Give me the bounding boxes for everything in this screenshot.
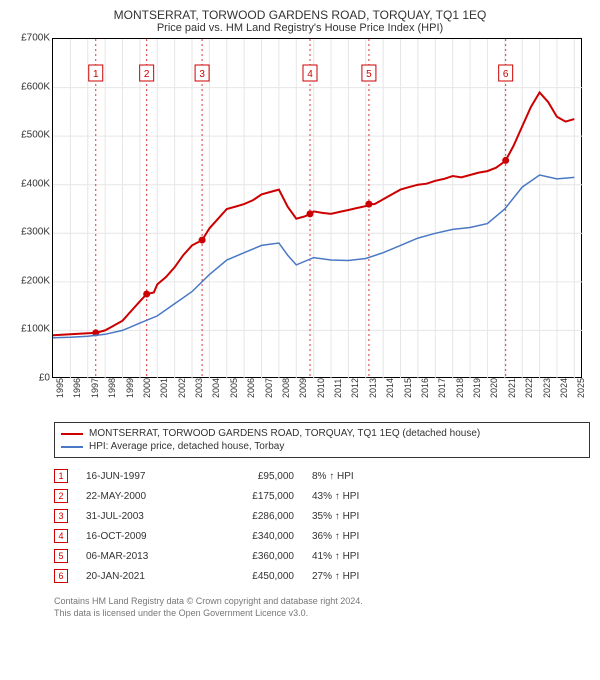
chart-title: MONTSERRAT, TORWOOD GARDENS ROAD, TORQUA…	[10, 8, 590, 22]
sale-price: £95,000	[214, 471, 294, 482]
sale-diff: 43% ↑ HPI	[312, 491, 402, 502]
sales-row: 2 22-MAY-2000 £175,000 43% ↑ HPI	[54, 486, 590, 506]
sale-diff: 36% ↑ HPI	[312, 531, 402, 542]
legend-label: HPI: Average price, detached house, Torb…	[89, 441, 284, 452]
legend-swatch	[61, 446, 83, 448]
x-tick-label: 2003	[194, 378, 204, 398]
sale-marker-box: 5	[54, 549, 68, 563]
sale-marker-box: 2	[54, 489, 68, 503]
x-tick-label: 2023	[542, 378, 552, 398]
sale-price: £340,000	[214, 531, 294, 542]
x-tick-label: 2000	[142, 378, 152, 398]
x-tick-label: 2009	[298, 378, 308, 398]
svg-text:4: 4	[307, 69, 313, 80]
x-tick-label: 1996	[72, 378, 82, 398]
sale-marker-box: 3	[54, 509, 68, 523]
y-tick-label: £700K	[21, 33, 50, 44]
svg-text:1: 1	[93, 69, 99, 80]
x-tick-label: 2012	[350, 378, 360, 398]
y-axis-labels: £0£100K£200K£300K£400K£500K£600K£700K	[10, 38, 52, 378]
sales-row: 1 16-JUN-1997 £95,000 8% ↑ HPI	[54, 466, 590, 486]
plot-area: 1 2 3 4 5 6	[52, 38, 582, 378]
svg-text:2: 2	[144, 69, 150, 80]
footnote-line-2: This data is licensed under the Open Gov…	[54, 608, 590, 620]
sale-marker-box: 4	[54, 529, 68, 543]
y-tick-label: £300K	[21, 227, 50, 238]
sale-diff: 35% ↑ HPI	[312, 511, 402, 522]
chart-area: £0£100K£200K£300K£400K£500K£600K£700K 12…	[10, 38, 590, 418]
x-tick-label: 2019	[472, 378, 482, 398]
sale-price: £450,000	[214, 571, 294, 582]
legend-item: MONTSERRAT, TORWOOD GARDENS ROAD, TORQUA…	[61, 427, 583, 440]
sale-diff: 27% ↑ HPI	[312, 571, 402, 582]
x-tick-label: 2008	[281, 378, 291, 398]
x-tick-label: 2016	[420, 378, 430, 398]
legend-swatch	[61, 433, 83, 435]
x-tick-label: 2021	[507, 378, 517, 398]
x-tick-label: 2001	[159, 378, 169, 398]
y-tick-label: £400K	[21, 178, 50, 189]
x-tick-label: 2010	[316, 378, 326, 398]
sale-price: £286,000	[214, 511, 294, 522]
y-tick-label: £600K	[21, 81, 50, 92]
x-tick-label: 2022	[524, 378, 534, 398]
sales-row: 6 20-JAN-2021 £450,000 27% ↑ HPI	[54, 566, 590, 586]
sale-marker-box: 1	[54, 469, 68, 483]
x-tick-label: 2006	[246, 378, 256, 398]
svg-text:5: 5	[366, 69, 372, 80]
sale-date: 06-MAR-2013	[86, 551, 196, 562]
x-tick-label: 2005	[229, 378, 239, 398]
x-tick-label: 2025	[576, 378, 586, 398]
sales-row: 4 16-OCT-2009 £340,000 36% ↑ HPI	[54, 526, 590, 546]
x-tick-label: 2014	[385, 378, 395, 398]
y-tick-label: £0	[39, 373, 50, 384]
x-tick-label: 1995	[55, 378, 65, 398]
x-tick-label: 2011	[333, 379, 343, 398]
sale-date: 20-JAN-2021	[86, 571, 196, 582]
sales-row: 5 06-MAR-2013 £360,000 41% ↑ HPI	[54, 546, 590, 566]
y-tick-label: £100K	[21, 324, 50, 335]
sale-price: £360,000	[214, 551, 294, 562]
y-tick-label: £500K	[21, 130, 50, 141]
x-tick-label: 2018	[455, 378, 465, 398]
x-axis-labels: 1995 1996 1997 1998 1999 2000 2001 2002 2003 2004…	[52, 380, 582, 418]
x-tick-label: 2017	[437, 378, 447, 398]
x-tick-label: 2015	[403, 378, 413, 398]
chart-subtitle: Price paid vs. HM Land Registry's House …	[10, 22, 590, 34]
x-tick-label: 2013	[368, 378, 378, 398]
x-tick-label: 1997	[90, 378, 100, 398]
x-tick-label: 2024	[559, 378, 569, 398]
footnote: Contains HM Land Registry data © Crown c…	[54, 596, 590, 619]
x-tick-label: 1998	[107, 378, 117, 398]
footnote-line-1: Contains HM Land Registry data © Crown c…	[54, 596, 590, 608]
chart-svg: 1 2 3 4 5 6	[53, 39, 583, 379]
sale-diff: 8% ↑ HPI	[312, 471, 402, 482]
x-tick-label: 2007	[264, 378, 274, 398]
x-tick-label: 2004	[211, 378, 221, 398]
sales-row: 3 31-JUL-2003 £286,000 35% ↑ HPI	[54, 506, 590, 526]
x-tick-label: 1999	[125, 378, 135, 398]
x-tick-label: 2020	[489, 378, 499, 398]
sale-date: 31-JUL-2003	[86, 511, 196, 522]
legend-label: MONTSERRAT, TORWOOD GARDENS ROAD, TORQUA…	[89, 428, 480, 439]
sale-diff: 41% ↑ HPI	[312, 551, 402, 562]
sale-price: £175,000	[214, 491, 294, 502]
svg-text:3: 3	[199, 69, 205, 80]
x-tick-label: 2002	[177, 378, 187, 398]
sale-date: 16-JUN-1997	[86, 471, 196, 482]
sale-marker-box: 6	[54, 569, 68, 583]
svg-text:6: 6	[503, 69, 509, 80]
sales-table: 1 16-JUN-1997 £95,000 8% ↑ HPI 2 22-MAY-2000 £…	[54, 466, 590, 586]
sale-date: 16-OCT-2009	[86, 531, 196, 542]
legend-item: HPI: Average price, detached house, Torb…	[61, 440, 583, 453]
y-tick-label: £200K	[21, 275, 50, 286]
sale-date: 22-MAY-2000	[86, 491, 196, 502]
legend-box: MONTSERRAT, TORWOOD GARDENS ROAD, TORQUA…	[54, 422, 590, 458]
